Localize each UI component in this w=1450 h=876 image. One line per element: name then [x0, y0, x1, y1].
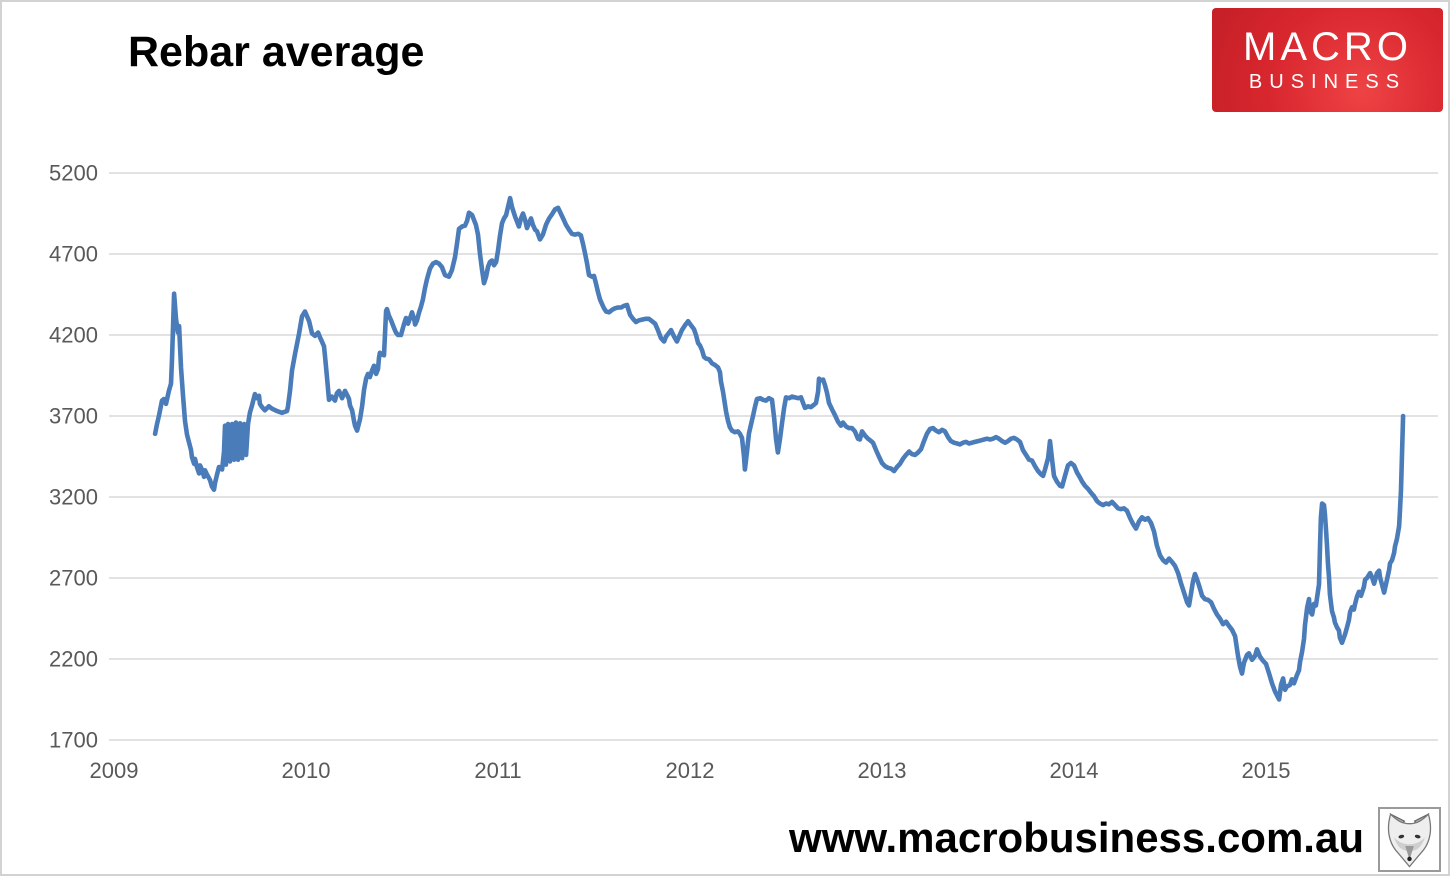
- website-url: www.macrobusiness.com.au: [789, 814, 1364, 861]
- y-axis-label: 2700: [49, 566, 98, 591]
- y-axis-label: 3200: [49, 485, 98, 510]
- x-axis-label: 2012: [666, 758, 715, 783]
- wolf-logo-icon: [1378, 807, 1441, 872]
- x-axis-label: 2009: [90, 758, 139, 783]
- x-axis-label: 2013: [858, 758, 907, 783]
- y-axis-label: 4700: [49, 242, 98, 267]
- y-axis-label: 2200: [49, 647, 98, 672]
- page-title: Rebar average: [128, 28, 425, 76]
- y-axis-label: 3700: [49, 404, 98, 429]
- logo-text-macro: MACRO: [1243, 24, 1412, 69]
- y-axis-label: 1700: [49, 728, 98, 753]
- y-axis-label: 5200: [49, 161, 98, 186]
- price-line: [152, 195, 1406, 702]
- y-axis-label: 4200: [49, 323, 98, 348]
- x-axis-label: 2011: [474, 758, 521, 783]
- x-axis-label: 2015: [1242, 758, 1291, 783]
- logo-text-business: BUSINESS: [1248, 70, 1407, 93]
- x-axis-label: 2010: [282, 758, 331, 783]
- wolf-head-drawing: [1387, 812, 1432, 868]
- macrobusiness-logo: MACRO BUSINESS: [1212, 8, 1443, 112]
- x-axis-label: 2014: [1050, 758, 1099, 783]
